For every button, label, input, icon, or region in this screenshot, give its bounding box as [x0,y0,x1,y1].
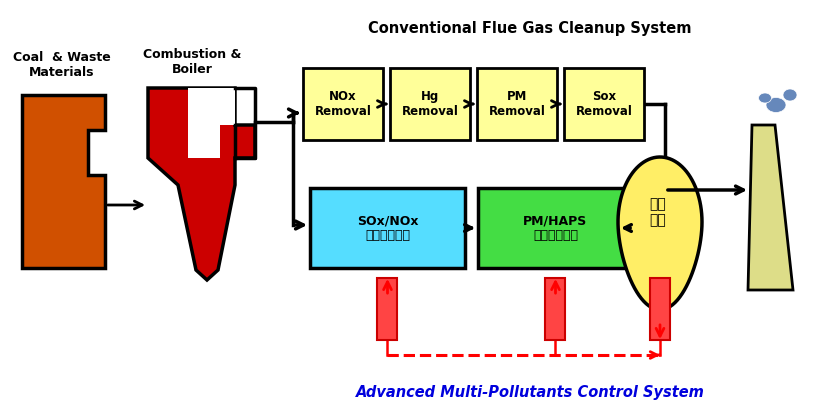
Polygon shape [22,95,105,268]
FancyBboxPatch shape [377,278,397,340]
FancyBboxPatch shape [477,68,557,140]
Text: Combustion &
Boiler: Combustion & Boiler [142,48,242,76]
FancyBboxPatch shape [564,68,644,140]
Text: Sox
Removal: Sox Removal [576,90,632,118]
Polygon shape [148,88,255,280]
Text: SOx/NOx
동시고도처리: SOx/NOx 동시고도처리 [357,214,418,242]
FancyBboxPatch shape [478,188,633,268]
Text: PM/HAPS
동시고도처리: PM/HAPS 동시고도처리 [523,214,587,242]
Polygon shape [618,157,702,310]
FancyBboxPatch shape [310,188,465,268]
FancyBboxPatch shape [390,68,470,140]
FancyBboxPatch shape [650,278,670,340]
Text: 누출
감지: 누출 감지 [650,197,666,227]
Text: Conventional Flue Gas Cleanup System: Conventional Flue Gas Cleanup System [368,21,691,36]
Text: Hg
Removal: Hg Removal [402,90,458,118]
Text: Coal  & Waste
Materials: Coal & Waste Materials [13,51,111,79]
Text: NOx
Removal: NOx Removal [315,90,372,118]
Ellipse shape [759,93,771,103]
Ellipse shape [783,89,797,101]
Text: Advanced Multi-Pollutants Control System: Advanced Multi-Pollutants Control System [356,384,705,399]
FancyBboxPatch shape [303,68,383,140]
Text: PM
Removal: PM Removal [489,90,546,118]
Ellipse shape [766,98,786,113]
FancyBboxPatch shape [546,278,566,340]
Polygon shape [748,125,793,290]
Polygon shape [188,88,235,158]
